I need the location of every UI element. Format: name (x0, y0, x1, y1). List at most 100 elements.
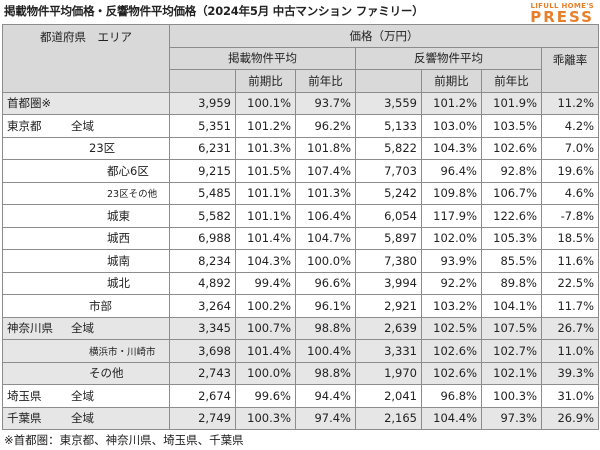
table-title: 掲載物件平均価格・反響物件平均価格（2024年5月 中古マンション ファミリー） (4, 4, 424, 18)
row-label: 23区 (2, 136, 170, 160)
area-label: 全域 (71, 118, 94, 133)
footnote: ※首都圏：東京都、神奈川県、埼玉県、千葉県 (4, 433, 244, 447)
response-price: 2,639 (355, 316, 422, 340)
row-label: 23区その他 (2, 181, 170, 205)
row-label: 埼玉県 全域 (2, 384, 170, 408)
response-yoy: 100.3% (481, 384, 542, 408)
listed-mom: 101.1% (235, 181, 296, 205)
table-row: 東京都 全域 5,351 101.2% 96.2% 5,133 103.0% 103.5% 4.… (2, 114, 600, 138)
response-mom: 96.4% (421, 159, 482, 183)
response-price: 6,054 (355, 204, 422, 228)
listed-mom: 101.3% (235, 136, 296, 160)
area-label: 市部 (89, 298, 112, 313)
gap-rate: 19.6% (540, 159, 600, 183)
row-label: 首都圏※ (2, 91, 170, 115)
response-price: 3,559 (355, 91, 422, 115)
area-label: 城南 (107, 253, 130, 268)
area-label: 全域 (71, 388, 94, 403)
response-price: 3,994 (355, 271, 422, 295)
response-mom: 104.4% (421, 406, 482, 430)
response-yoy: 89.8% (481, 271, 542, 295)
gap-rate: 31.0% (540, 384, 600, 408)
listed-price: 2,749 (169, 406, 236, 430)
header-area: 都道府県 エリア (2, 24, 170, 93)
row-label: 城南 (2, 249, 170, 273)
gap-rate: 11.6% (540, 249, 600, 273)
header-row-1: 都道府県 エリア 価格（万円） (2, 24, 600, 93)
area-label: 都心6区 (107, 163, 149, 178)
response-price: 2,921 (355, 294, 422, 318)
response-price: 1,970 (355, 361, 422, 385)
response-mom: 117.9% (421, 204, 482, 228)
listed-mom: 100.2% (235, 294, 296, 318)
gap-rate: 7.0% (540, 136, 600, 160)
gap-rate: 22.5% (540, 271, 600, 295)
table-row: 城西 6,988 101.4% 104.7% 5,897 102.0% 105.3% 18.5… (2, 226, 600, 250)
listed-yoy: 100.0% (295, 249, 356, 273)
response-yoy: 102.6% (481, 136, 542, 160)
listed-price: 2,743 (169, 361, 236, 385)
listed-mom: 101.5% (235, 159, 296, 183)
listed-mom: 101.4% (235, 226, 296, 250)
gap-rate: 11.2% (540, 91, 600, 115)
listed-mom: 99.4% (235, 271, 296, 295)
prefecture-label: 千葉県 (7, 411, 42, 426)
listed-mom: 101.4% (235, 339, 296, 363)
gap-rate: -7.8% (540, 204, 600, 228)
table-row: 都心6区 9,215 101.5% 107.4% 7,703 96.4% 92.8% 19.6… (2, 159, 600, 183)
header-blank (169, 69, 236, 93)
gap-rate: 39.3% (540, 361, 600, 385)
response-yoy: 107.5% (481, 316, 542, 340)
response-mom: 92.2% (421, 271, 482, 295)
row-label: 東京都 全域 (2, 114, 170, 138)
response-price: 2,165 (355, 406, 422, 430)
response-yoy: 105.3% (481, 226, 542, 250)
listed-mom: 100.3% (235, 406, 296, 430)
area-label: 23区その他 (107, 189, 158, 201)
listed-yoy: 100.4% (295, 339, 356, 363)
listed-price: 3,959 (169, 91, 236, 115)
response-mom: 109.8% (421, 181, 482, 205)
response-yoy: 85.5% (481, 249, 542, 273)
header-blank (355, 69, 422, 93)
gap-rate: 11.7% (540, 294, 600, 318)
listed-price: 4,892 (169, 271, 236, 295)
response-yoy: 92.8% (481, 159, 542, 183)
response-price: 5,897 (355, 226, 422, 250)
response-mom: 102.6% (421, 361, 482, 385)
listed-price: 5,485 (169, 181, 236, 205)
listed-mom: 100.1% (235, 91, 296, 115)
listed-mom: 104.3% (235, 249, 296, 273)
table-row: 神奈川県 全域 3,345 100.7% 98.8% 2,639 102.5% 107.5% 2… (2, 316, 600, 340)
row-label: 神奈川県 全域 (2, 316, 170, 340)
listed-price: 8,234 (169, 249, 236, 273)
table-row: 23区 6,231 101.3% 101.8% 5,822 104.3% 102.6% 7.0… (2, 136, 600, 160)
table-row: 首都圏※ 3,959 100.1% 93.7% 3,559 101.2% 101.9% 11.… (2, 91, 600, 115)
area-label: 全域 (71, 321, 94, 336)
listed-price: 6,231 (169, 136, 236, 160)
response-mom: 104.3% (421, 136, 482, 160)
table-row: 横浜市・川崎市 3,698 101.4% 100.4% 3,331 102.6% 102.7… (2, 339, 600, 363)
response-mom: 101.2% (421, 91, 482, 115)
gap-rate: 11.0% (540, 339, 600, 363)
listed-mom: 100.7% (235, 316, 296, 340)
table-row: 城南 8,234 104.3% 100.0% 7,380 93.9% 85.5% 11.6% (2, 249, 600, 273)
listed-price: 3,345 (169, 316, 236, 340)
response-mom: 102.5% (421, 316, 482, 340)
header-row-3: 前期比 前年比 前期比 前年比 (3, 69, 599, 93)
area-label: 横浜市・川崎市 (89, 346, 156, 358)
response-price: 5,242 (355, 181, 422, 205)
table-row: 埼玉県 全域 2,674 99.6% 94.4% 2,041 96.8% 100.3% 31.0… (2, 384, 600, 408)
listed-yoy: 98.8% (295, 316, 356, 340)
response-yoy: 97.3% (481, 406, 542, 430)
table-row: 市部 3,264 100.2% 96.1% 2,921 103.2% 104.1% 11.7% (2, 294, 600, 318)
response-mom: 96.8% (421, 384, 482, 408)
area-label: 全域 (71, 411, 94, 426)
header-mom: 前期比 (421, 69, 482, 93)
listed-yoy: 101.3% (295, 181, 356, 205)
listed-mom: 100.0% (235, 361, 296, 385)
response-yoy: 103.5% (481, 114, 542, 138)
row-label: 城西 (2, 226, 170, 250)
listed-yoy: 93.7% (295, 91, 356, 115)
header-yoy: 前年比 (295, 69, 356, 93)
